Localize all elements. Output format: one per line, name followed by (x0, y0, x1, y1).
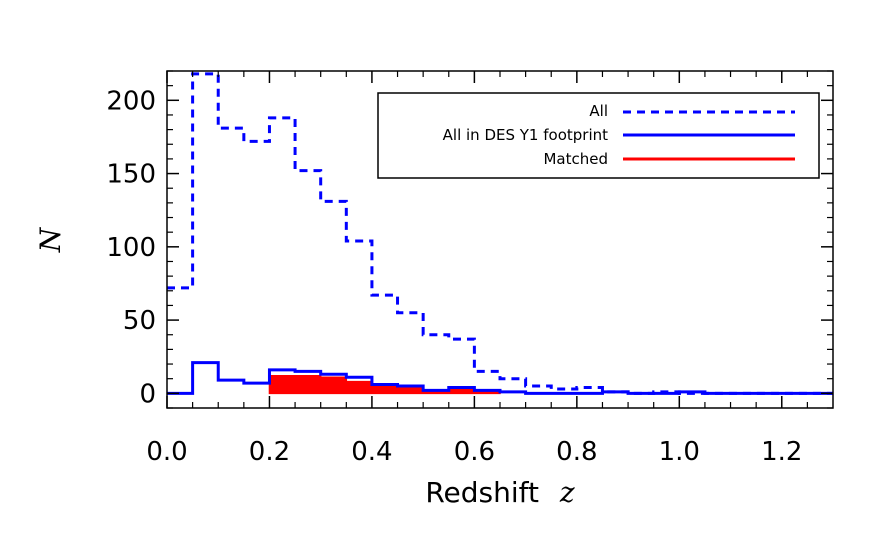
legend-label-matched: Matched (543, 150, 608, 168)
y-tick-label: 200 (106, 86, 156, 116)
x-tick-label: 0.4 (351, 437, 392, 467)
tick-labels: 0.0 0.2 0.4 0.6 0.8 1.0 1.2 0 50 100 150 200 (106, 86, 802, 467)
y-axis-title: N (34, 226, 67, 253)
y-tick-label: 0 (139, 379, 156, 409)
y-tick-label: 50 (123, 306, 156, 336)
legend: All All in DES Y1 footprint Matched (377, 92, 820, 179)
legend-label-des-footprint: All in DES Y1 footprint (443, 126, 608, 144)
legend-label-all: All (589, 102, 608, 120)
x-axis-title-var: z (559, 476, 575, 509)
axis-ticks (166, 70, 833, 409)
x-axis-title: Redshift z (425, 476, 575, 509)
plot-content (167, 72, 833, 395)
series-all-step (167, 72, 833, 395)
x-tick-label: 1.0 (659, 437, 700, 467)
x-tick-label: 0.2 (249, 437, 290, 467)
y-tick-label: 150 (106, 160, 156, 190)
x-axis-title-text: Redshift (425, 476, 539, 509)
x-tick-label: 0.8 (556, 437, 597, 467)
x-tick-label: 0.6 (454, 437, 495, 467)
y-tick-label: 100 (106, 233, 156, 263)
x-tick-label: 1.2 (761, 437, 802, 467)
x-tick-label: 0.0 (146, 437, 187, 467)
